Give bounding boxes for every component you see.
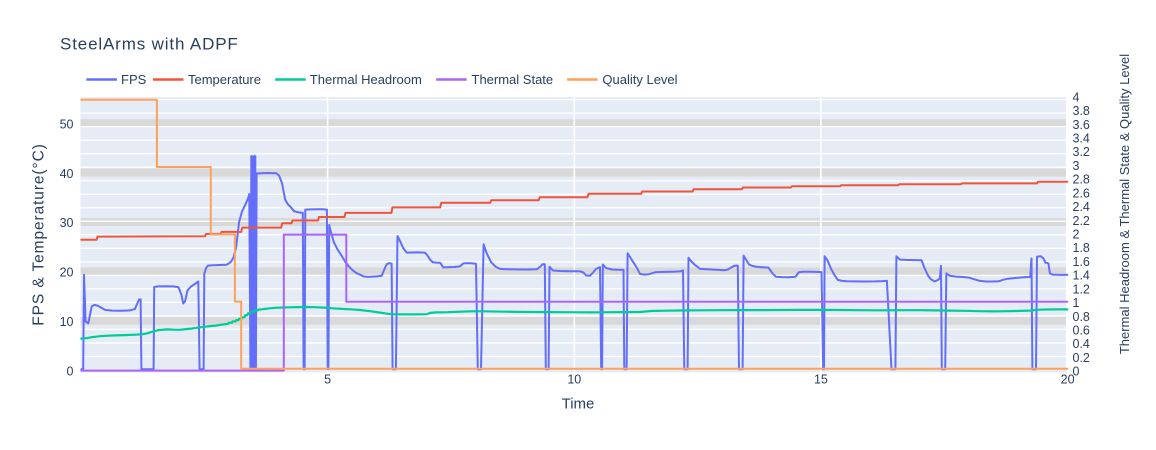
svg-text:Thermal Headroom: Thermal Headroom [310, 72, 422, 87]
svg-text:2.4: 2.4 [1073, 200, 1090, 214]
svg-text:Thermal State: Thermal State [472, 72, 554, 87]
svg-text:1.8: 1.8 [1073, 241, 1090, 255]
svg-text:20: 20 [60, 266, 74, 280]
svg-text:3.2: 3.2 [1073, 145, 1090, 159]
svg-text:5: 5 [324, 373, 331, 387]
svg-text:SteelArms with ADPF: SteelArms with ADPF [60, 35, 239, 54]
svg-text:1.4: 1.4 [1073, 269, 1090, 283]
svg-text:0: 0 [1073, 365, 1080, 379]
svg-text:2.8: 2.8 [1073, 173, 1090, 187]
svg-text:Quality Level: Quality Level [602, 72, 677, 87]
svg-text:15: 15 [814, 373, 828, 387]
svg-text:4: 4 [1073, 90, 1080, 104]
svg-text:2: 2 [1073, 228, 1080, 242]
svg-text:3: 3 [1073, 159, 1080, 173]
svg-text:3.8: 3.8 [1073, 104, 1090, 118]
svg-text:10: 10 [567, 373, 581, 387]
svg-text:2.2: 2.2 [1073, 214, 1090, 228]
svg-text:2.6: 2.6 [1073, 186, 1090, 200]
svg-text:1.2: 1.2 [1073, 282, 1090, 296]
svg-text:0.8: 0.8 [1073, 310, 1090, 324]
svg-text:FPS & Temperature(°C): FPS & Temperature(°C) [31, 143, 48, 325]
svg-text:1: 1 [1073, 296, 1080, 310]
svg-text:0.4: 0.4 [1073, 337, 1090, 351]
svg-text:Thermal Headroom & Thermal Sta: Thermal Headroom & Thermal State & Quali… [1117, 54, 1132, 354]
svg-text:0.6: 0.6 [1073, 324, 1090, 338]
svg-text:3.6: 3.6 [1073, 118, 1090, 132]
svg-text:50: 50 [60, 117, 74, 131]
svg-text:3.4: 3.4 [1073, 132, 1090, 146]
svg-text:0: 0 [67, 364, 74, 378]
svg-text:0.2: 0.2 [1073, 351, 1090, 365]
svg-text:10: 10 [60, 315, 74, 329]
svg-text:Time: Time [562, 396, 595, 413]
svg-text:40: 40 [60, 167, 74, 181]
svg-text:Temperature: Temperature [188, 72, 261, 87]
svg-text:FPS: FPS [121, 72, 147, 87]
svg-text:1.6: 1.6 [1073, 255, 1090, 269]
svg-text:20: 20 [1061, 373, 1075, 387]
svg-text:30: 30 [60, 216, 74, 230]
